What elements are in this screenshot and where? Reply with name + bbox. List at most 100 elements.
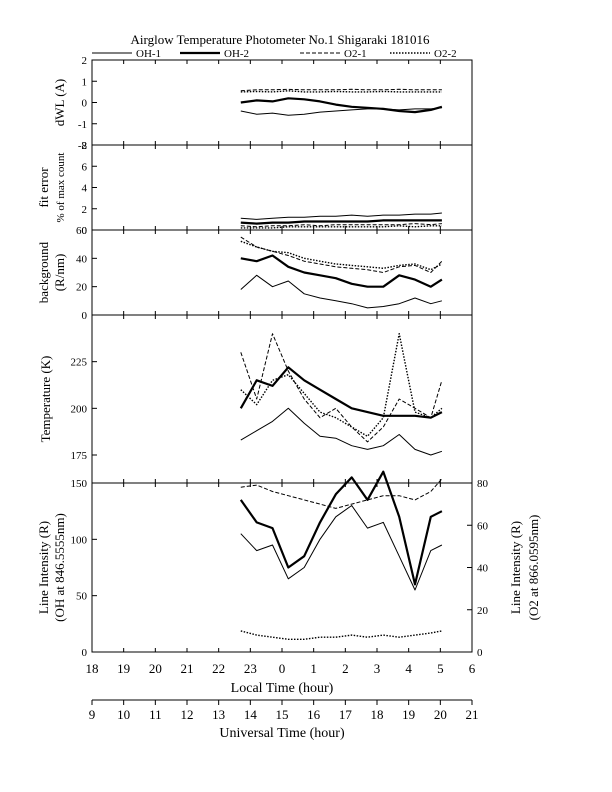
panel-frame: [91, 229, 473, 316]
series-line-oh-1: [240, 505, 443, 591]
ut-tick-label: 15: [276, 707, 289, 722]
ut-tick-label: 21: [466, 707, 479, 722]
series-line-oh-2: [240, 97, 443, 114]
series-line-oh-1: [240, 407, 443, 456]
panel-frame: [91, 59, 473, 146]
y-tick-label: 8: [82, 140, 88, 152]
y-label: fit error: [36, 167, 51, 208]
ut-tick-label: 12: [181, 707, 194, 722]
panel-frame: [91, 314, 473, 484]
ut-tick-label: 10: [117, 707, 130, 722]
series-line-oh-2: [239, 470, 443, 586]
ut-tick-label: 9: [89, 707, 96, 722]
local-time-tick-label: 23: [244, 661, 257, 676]
y-tick-label: 60: [76, 225, 88, 237]
y-tick-label: 225: [71, 357, 88, 369]
y-right-tick-label: 60: [477, 520, 489, 532]
ut-tick-label: 18: [371, 707, 384, 722]
local-time-tick-label: 2: [342, 661, 349, 676]
y-tick-label: 100: [71, 534, 88, 546]
series-line-o2-1: [240, 478, 443, 509]
local-time-label: Local Time (hour): [231, 681, 334, 696]
panel-frame: [91, 482, 473, 653]
series-line-o2-2: [240, 630, 443, 640]
y-tick-label: -2: [78, 140, 87, 152]
y-right-tick-label: 80: [477, 478, 489, 490]
y-tick-label: 2: [82, 204, 88, 216]
ut-tick-label: 20: [434, 707, 447, 722]
y-label: Line Intensity (R): [36, 521, 51, 614]
series-line-o2-1: [240, 223, 442, 228]
local-time-tick-label: 1: [310, 661, 317, 676]
y-tick-label: 1: [82, 76, 88, 88]
local-time-tick-label: 22: [212, 661, 225, 676]
legend-label-oh-2: OH-2: [224, 48, 249, 60]
ut-tick-label: 16: [307, 707, 321, 722]
series-line-o2-2: [240, 240, 443, 271]
local-time-tick-label: 6: [469, 661, 476, 676]
y-right-label: Line Intensity (R): [508, 521, 523, 614]
series-line-o2-2: [240, 90, 442, 93]
y-label-2: (R/nm): [52, 254, 67, 292]
ut-tick-label: 13: [212, 707, 225, 722]
y-tick-label: 2: [82, 55, 88, 67]
series-line-oh-1: [240, 107, 442, 116]
legend: OH-1 OH-2 O2-1 O2-2: [92, 48, 457, 60]
ut-tick-label: 19: [402, 707, 415, 722]
legend-label-oh-1: OH-1: [136, 48, 161, 60]
chart-title: Airglow Temperature Photometer No.1 Shig…: [131, 32, 431, 47]
panel-2: 8 6 4 2 0 fit error % of max count: [36, 140, 473, 237]
ut-time-label: Universal Time (hour): [219, 726, 345, 741]
y-label-2: % of max count: [55, 153, 67, 223]
y-tick-label: 0: [82, 98, 88, 110]
series-line-oh-2: [240, 219, 442, 225]
y-tick-label: 50: [76, 591, 88, 603]
y-right-tick-label: 20: [477, 605, 489, 617]
local-time-tick-label: 0: [279, 661, 286, 676]
y-tick-label: 20: [76, 282, 88, 294]
y-label: dWL (A): [52, 79, 67, 127]
local-time-tick-label: 19: [117, 661, 130, 676]
y-right-tick-label: 40: [477, 563, 489, 575]
y-tick-label: 175: [71, 450, 88, 462]
series-line-o2-1: [240, 88, 442, 92]
series-line-oh-2: [239, 366, 443, 419]
y-tick-label: -1: [78, 119, 87, 131]
y-right-label-2: (O2 at 866.0595nm): [526, 515, 541, 621]
panel-3: 60 40 20 0 background (R/nm): [36, 225, 473, 322]
series-line-oh-1: [240, 274, 443, 309]
ut-tick-label: 17: [339, 707, 353, 722]
y-tick-label: 0: [82, 310, 88, 322]
panel-1: 2 1 0 -1 -2 dWL (A): [52, 55, 473, 152]
series-line-o2-1: [240, 333, 443, 443]
ut-tick-label: 14: [244, 707, 258, 722]
legend-label-o2-2: O2-2: [434, 48, 457, 60]
series-line-o2-1: [240, 236, 443, 273]
local-time-tick-label: 3: [374, 661, 381, 676]
local-time-tick-label: 20: [149, 661, 162, 676]
y-tick-label: 40: [76, 253, 88, 265]
y-label: background: [36, 241, 51, 303]
y-tick-label: 150: [71, 478, 88, 490]
local-time-tick-label: 21: [181, 661, 194, 676]
local-time-tick-label: 18: [86, 661, 99, 676]
y-tick-label: 200: [71, 403, 88, 415]
y-label: Temperature (K): [38, 356, 53, 443]
local-time-tick-label: 4: [405, 661, 412, 676]
y-label-2: (OH at 846.5555nm): [52, 513, 67, 622]
ut-tick-label: 11: [149, 707, 162, 722]
y-right-tick-label: 0: [477, 647, 483, 659]
local-time-tick-label: 5: [437, 661, 444, 676]
panel-4: 225 200 175 Temperature (K): [38, 314, 473, 484]
y-tick-label: 6: [82, 161, 88, 173]
y-tick-label: 0: [82, 647, 88, 659]
legend-label-o2-1: O2-1: [344, 48, 367, 60]
series-line-o2-2: [240, 225, 442, 229]
y-tick-label: 4: [82, 183, 88, 195]
y-tick-label: 0: [82, 225, 88, 237]
series-line-oh-2: [240, 254, 443, 288]
